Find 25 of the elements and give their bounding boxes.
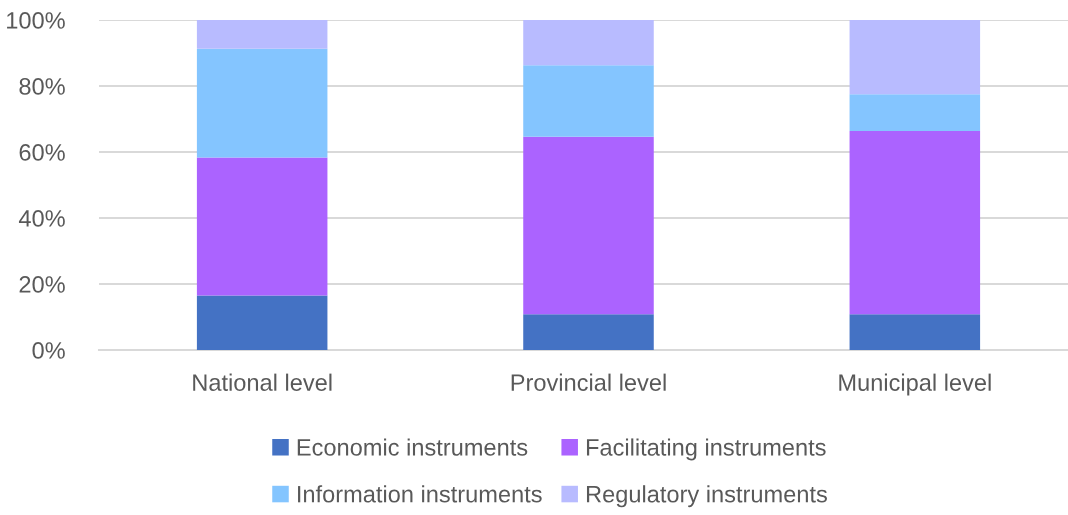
bar bbox=[523, 136, 654, 315]
legend-label: Information instruments bbox=[298, 485, 542, 503]
bar bbox=[523, 314, 654, 350]
bar bbox=[849, 94, 981, 131]
y-tick-label: 0% bbox=[32, 342, 65, 359]
y-tick-label: 20% bbox=[19, 276, 65, 293]
bar bbox=[849, 20, 981, 95]
legend-label: Regulatory instruments bbox=[586, 485, 827, 508]
y-tick-label: 40% bbox=[18, 210, 65, 227]
legend-label: Economic instruments bbox=[297, 438, 528, 456]
x-tick-label: National level bbox=[193, 373, 332, 391]
bar bbox=[523, 20, 654, 66]
x-tick-label: Municipal level bbox=[839, 373, 991, 396]
y-tick-label: 100% bbox=[7, 12, 65, 29]
legend-label: Facilitating instruments bbox=[586, 438, 826, 461]
bar bbox=[849, 314, 981, 350]
y-tick-label: 80% bbox=[19, 78, 65, 95]
bar bbox=[196, 20, 328, 49]
bar bbox=[849, 130, 981, 315]
bar bbox=[196, 295, 328, 350]
x-tick-label: Provincial level bbox=[511, 373, 666, 391]
y-tick-label: 60% bbox=[19, 144, 65, 161]
bar bbox=[196, 48, 328, 158]
bar bbox=[196, 157, 328, 296]
bar bbox=[523, 65, 654, 137]
